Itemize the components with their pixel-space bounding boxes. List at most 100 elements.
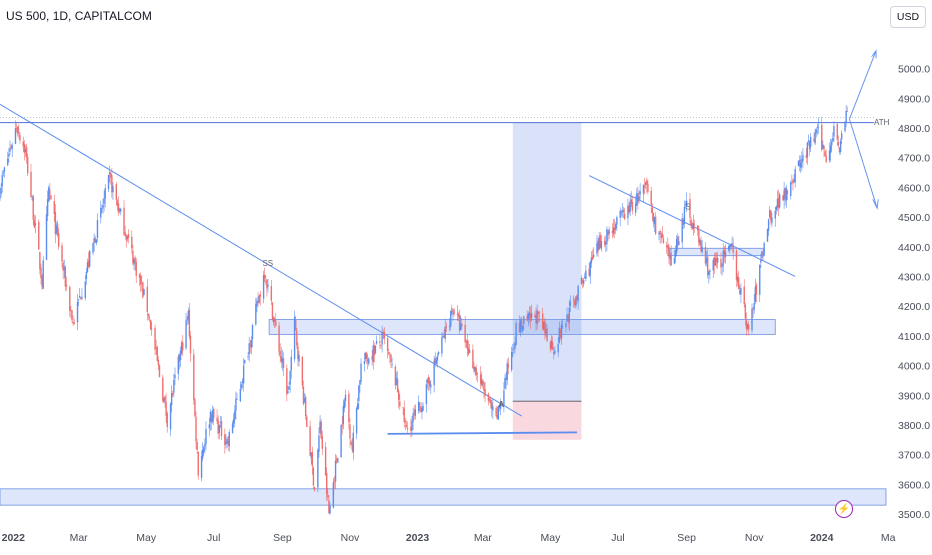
candle-body xyxy=(823,145,825,150)
candle-body xyxy=(644,182,647,185)
candle-body xyxy=(374,345,377,354)
candle-body xyxy=(743,286,745,305)
candle-body xyxy=(182,342,184,351)
candle-body xyxy=(312,467,315,486)
candle-body xyxy=(412,413,414,422)
candle-body xyxy=(355,408,358,434)
candle-body xyxy=(7,158,9,166)
candle-body xyxy=(342,405,345,425)
candle-body xyxy=(441,337,443,354)
candle-body xyxy=(297,345,299,360)
candle-body xyxy=(580,278,583,284)
candle-body xyxy=(575,296,577,307)
candle-body xyxy=(515,323,517,346)
candle-body xyxy=(576,295,578,300)
candle-body xyxy=(514,343,516,349)
candle-body xyxy=(352,432,354,453)
candle-body xyxy=(481,380,483,386)
candle-body xyxy=(537,311,539,315)
candle-body xyxy=(219,421,222,423)
candle-body xyxy=(752,309,754,311)
candle-body xyxy=(646,180,648,185)
candle-body xyxy=(845,110,847,123)
candle-body xyxy=(340,425,342,458)
candle-body xyxy=(169,403,172,430)
candle-body xyxy=(841,133,843,140)
candle-body xyxy=(729,245,731,248)
candle-body xyxy=(31,198,33,200)
candle-body xyxy=(677,236,679,245)
candle-body xyxy=(324,446,327,476)
candle-body xyxy=(280,355,283,362)
candle-body xyxy=(77,298,80,300)
y-tick-label: 4100.0 xyxy=(898,331,930,343)
candle-body xyxy=(574,300,576,306)
candle-body xyxy=(492,406,494,411)
candle-body xyxy=(793,179,795,182)
candle-body xyxy=(110,173,112,178)
candle-body xyxy=(64,266,67,287)
candle-body xyxy=(146,286,148,313)
candle-body xyxy=(151,328,153,330)
bolt-icon[interactable]: ⚡ xyxy=(835,500,853,518)
candle-body xyxy=(349,424,351,439)
candle-body xyxy=(472,349,474,369)
candle-body xyxy=(11,144,13,149)
candle-body xyxy=(654,216,657,234)
candle-body xyxy=(714,258,717,266)
candle-body xyxy=(138,274,141,278)
candle-body xyxy=(599,235,601,248)
currency-button[interactable]: USD xyxy=(890,6,926,28)
candle-body xyxy=(411,420,413,431)
candle-body xyxy=(569,301,572,306)
position-stop-zone xyxy=(512,401,582,440)
candle-body xyxy=(499,402,502,409)
candle-body xyxy=(541,313,544,329)
candle-body xyxy=(597,240,599,252)
candle-body xyxy=(553,351,555,355)
candle-body xyxy=(612,227,615,234)
candle-body xyxy=(712,259,714,271)
candle-body xyxy=(619,210,621,218)
y-tick-label: 3800.0 xyxy=(898,420,930,432)
candle-body xyxy=(388,352,390,355)
candle-body xyxy=(653,216,656,225)
candle-body xyxy=(39,251,41,270)
candle-body xyxy=(606,229,608,244)
ss-label: SS xyxy=(262,259,273,268)
candle-body xyxy=(607,231,609,236)
candle-body xyxy=(636,193,638,206)
candle-body xyxy=(103,198,105,204)
candle-body xyxy=(23,144,26,153)
candle-body xyxy=(289,370,291,385)
candle-body xyxy=(739,289,741,294)
candle-body xyxy=(62,262,64,271)
candle-body xyxy=(10,146,12,149)
candle-body xyxy=(669,255,671,260)
candle-body xyxy=(170,393,173,406)
candle-body xyxy=(647,183,649,192)
candle-body xyxy=(244,360,246,364)
candle-body xyxy=(173,379,175,393)
candle-body xyxy=(391,364,393,365)
candle-body xyxy=(615,223,617,229)
candle-body xyxy=(251,325,254,340)
candle-body xyxy=(769,210,771,218)
candle-body xyxy=(806,142,809,158)
candle-body xyxy=(329,505,331,514)
candle-body xyxy=(227,441,229,444)
candle-body xyxy=(217,419,219,434)
candle-body xyxy=(61,245,63,262)
candle-body xyxy=(72,321,74,324)
candle-body xyxy=(546,328,548,341)
candle-body xyxy=(259,293,261,297)
downtrend-line xyxy=(0,103,522,417)
candle-body xyxy=(721,265,723,267)
candle-body xyxy=(40,267,42,279)
candle-body xyxy=(365,352,368,359)
candle-body xyxy=(652,212,655,223)
candle-body xyxy=(166,413,168,428)
candle-body xyxy=(651,207,654,213)
